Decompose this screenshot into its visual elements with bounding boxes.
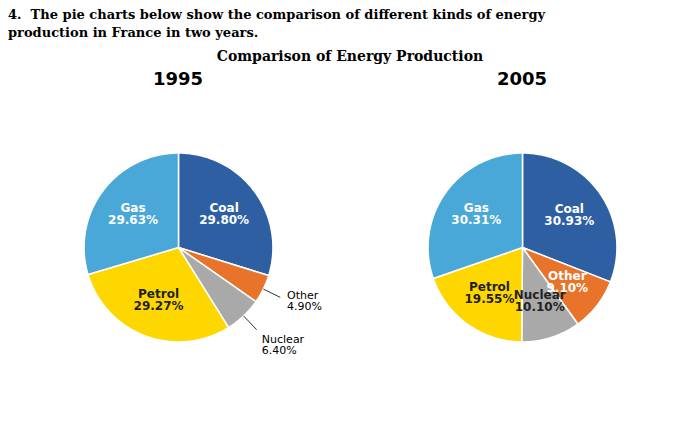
html-text:4. The pie charts below show t: 4. The pie charts below show the compari… (8, 7, 545, 22)
html-text:production in France in two ye: production in France in two years. (8, 25, 259, 40)
html-text:Other: Other (548, 269, 587, 283)
svg-text:Gas30.31%: Gas30.31% (451, 201, 501, 227)
svg-text:Coal30.93%: Coal30.93% (544, 202, 594, 228)
svg-text:Petrol19.55%: Petrol19.55% (464, 280, 514, 306)
html-text:9.10%: 9.10% (546, 281, 589, 295)
svg-text:Other4.90%: Other4.90% (287, 289, 322, 313)
svg-text:Nuclear10.10%: Nuclear10.10% (514, 288, 566, 314)
svg-text:Coal29.80%: Coal29.80% (199, 201, 249, 227)
svg-text:Nuclear6.40%: Nuclear6.40% (262, 333, 305, 357)
svg-text:Petrol29.27%: Petrol29.27% (134, 287, 184, 313)
svg-text:Gas29.63%: Gas29.63% (108, 201, 158, 227)
html-text:2005: 2005 (496, 68, 547, 89)
html-text:Comparison of Energy Productio: Comparison of Energy Production (216, 48, 484, 64)
html-text:1995: 1995 (152, 68, 203, 89)
